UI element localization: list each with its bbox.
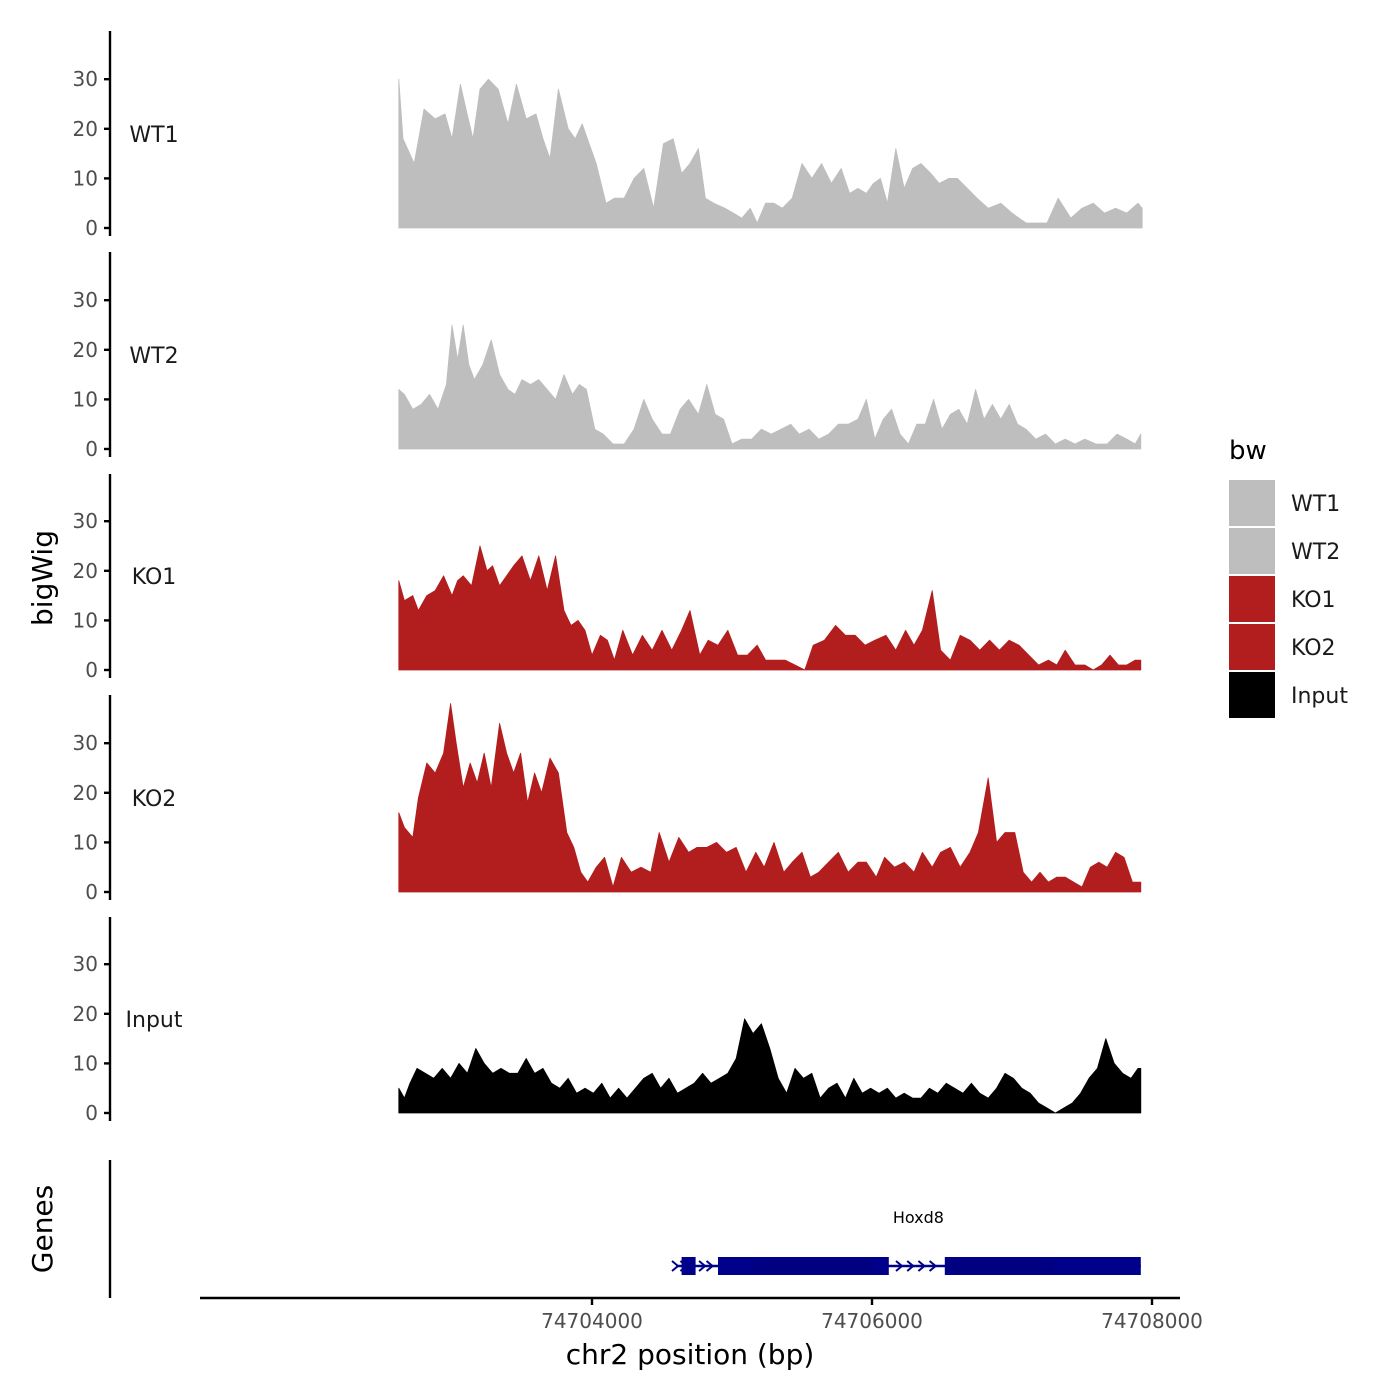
y-tick-label: 30 [73,67,98,91]
y-axis-title: bigWig [26,530,59,626]
legend-title: bw [1229,436,1267,466]
gene-coding-block [949,1260,1054,1272]
legend-swatch [1229,528,1275,574]
y-tick-label: 20 [73,781,98,805]
legend-swatch [1229,576,1275,622]
signal-tracks: 0 10 20 30 WT1 0 10 20 30 WT2 0 10 20 30 KO1 0 10 20 30 KO2… [73,31,1143,1125]
y-tick-label: 0 [85,880,98,904]
legend-swatch [1229,624,1275,670]
legend-item-input: Input [1229,672,1348,718]
gene-label: Hoxd8 [893,1208,944,1227]
track-wt1: 0 10 20 30 WT1 [73,31,1143,240]
track-ko2: 0 10 20 30 KO2 [73,695,1142,904]
coverage-area [398,324,1142,450]
legend: bw WT1 WT2 KO1 KO2 Input [1229,436,1348,718]
coverage-area [398,78,1143,229]
strand-arrow [928,1260,938,1272]
track-input: 0 10 20 30 Input [73,917,1142,1125]
strand-arrow [917,1260,926,1272]
legend-item-wt2: WT2 [1229,528,1340,574]
strand-arrow [906,1260,915,1272]
track-ko1: 0 10 20 30 KO1 [73,474,1142,682]
legend-label: WT2 [1291,540,1340,565]
x-axis: 74704000 74706000 74708000 [200,1296,1203,1333]
y-tick-label: 0 [85,658,98,682]
legend-item-ko2: KO2 [1229,624,1336,670]
genes-axis-title: Genes [26,1185,59,1273]
y-tick-label: 0 [85,437,98,461]
x-tick-label: 74706000 [821,1309,923,1333]
y-tick-label: 0 [85,1101,98,1125]
y-tick-label: 20 [73,559,98,583]
coverage-area [398,703,1142,893]
track-wt2: 0 10 20 30 WT2 [73,252,1142,461]
track-label: Input [126,1008,183,1033]
track-label: WT2 [129,344,178,369]
x-tick-label: 74708000 [1101,1309,1203,1333]
x-tick-label: 74704000 [541,1309,643,1333]
strand-arrow [698,1260,707,1272]
legend-label: KO2 [1291,636,1336,661]
y-tick-label: 30 [73,731,98,755]
y-tick-label: 20 [73,1002,98,1026]
legend-item-wt1: WT1 [1229,480,1340,526]
legend-label: KO1 [1291,588,1336,613]
genes-panel: Hoxd8 [108,1160,1141,1298]
legend-item-ko1: KO1 [1229,576,1336,622]
strand-arrow [895,1260,904,1272]
track-label: KO1 [132,565,177,590]
track-label: KO2 [132,787,177,812]
coverage-area [398,545,1142,671]
y-tick-label: 10 [73,830,98,854]
y-tick-label: 10 [73,387,98,411]
legend-swatch [1229,672,1275,718]
gene-exon [681,1257,696,1275]
x-axis-title: chr2 position (bp) [566,1338,815,1371]
strand-arrow [671,1260,680,1272]
strand-arrow [679,1260,688,1272]
y-tick-label: 10 [73,1051,98,1075]
y-tick-label: 30 [73,952,98,976]
y-tick-label: 10 [73,608,98,632]
track-label: WT1 [129,123,178,148]
gene-hoxd8: Hoxd8 [671,1208,1141,1275]
gene-coding-block [753,1260,872,1272]
legend-label: WT1 [1291,492,1340,517]
y-tick-label: 20 [73,117,98,141]
y-tick-label: 10 [73,166,98,190]
coverage-area [398,1018,1142,1114]
y-tick-label: 0 [85,216,98,240]
y-tick-label: 30 [73,509,98,533]
strand-arrow [705,1260,715,1272]
legend-label: Input [1291,684,1348,709]
y-tick-label: 20 [73,338,98,362]
y-tick-label: 30 [73,288,98,312]
legend-swatch [1229,480,1275,526]
